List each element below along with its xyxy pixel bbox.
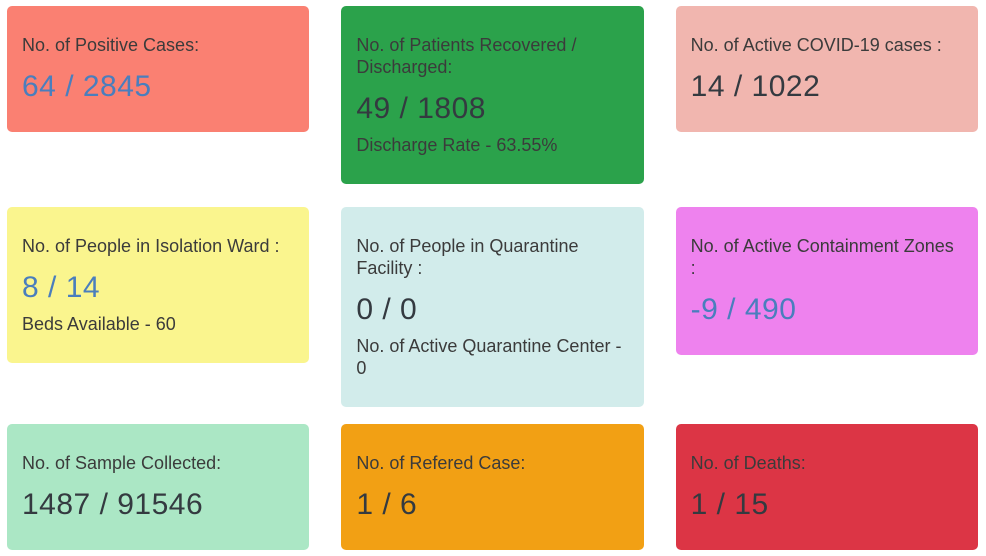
- card-containment-zones: No. of Active Containment Zones : -9 / 4…: [675, 207, 978, 355]
- card-value: 1487 / 91546: [22, 488, 204, 521]
- card-subtext: Beds Available - 60: [22, 314, 176, 334]
- card-isolation-ward: No. of People in Isolation Ward : 8 / 14…: [7, 207, 310, 363]
- card-value: 64 / 2845: [22, 70, 152, 103]
- card-title: No. of Patients Recovered / Discharged:: [356, 35, 577, 77]
- card-subtext: Discharge Rate - 63.55%: [356, 135, 558, 155]
- card-title: No. of Refered Case:: [356, 453, 526, 473]
- card-title: No. of People in Isolation Ward :: [22, 236, 280, 256]
- card-quarantine-facility: No. of People in Quarantine Facility : 0…: [341, 207, 644, 407]
- card-title: No. of People in Quarantine Facility :: [356, 236, 579, 278]
- card-value: -9 / 490: [690, 293, 797, 326]
- card-refered-case: No. of Refered Case: 1 / 6: [341, 424, 644, 550]
- card-value: 14 / 1022: [690, 70, 821, 103]
- card-title: No. of Deaths:: [690, 453, 806, 473]
- card-title: No. of Positive Cases:: [22, 35, 200, 55]
- card-active-covid19-cases: No. of Active COVID-19 cases : 14 / 1022: [675, 6, 978, 132]
- card-sample-collected: No. of Sample Collected: 1487 / 91546: [7, 424, 310, 550]
- card-deaths: No. of Deaths: 1 / 15: [675, 424, 978, 550]
- card-value: 8 / 14: [22, 271, 101, 304]
- card-value: 49 / 1808: [356, 92, 486, 125]
- card-title: No. of Active COVID-19 cases :: [690, 35, 942, 55]
- card-positive-cases: No. of Positive Cases: 64 / 2845: [7, 6, 310, 132]
- card-value: 1 / 6: [356, 488, 418, 521]
- card-patients-recovered: No. of Patients Recovered / Discharged: …: [341, 6, 644, 184]
- card-value: 0 / 0: [356, 293, 418, 326]
- card-value: 1 / 15: [690, 488, 769, 521]
- card-title: No. of Sample Collected:: [22, 453, 222, 473]
- card-title: No. of Active Containment Zones :: [690, 236, 954, 278]
- card-subtext: No. of Active Quarantine Center - 0: [356, 336, 622, 378]
